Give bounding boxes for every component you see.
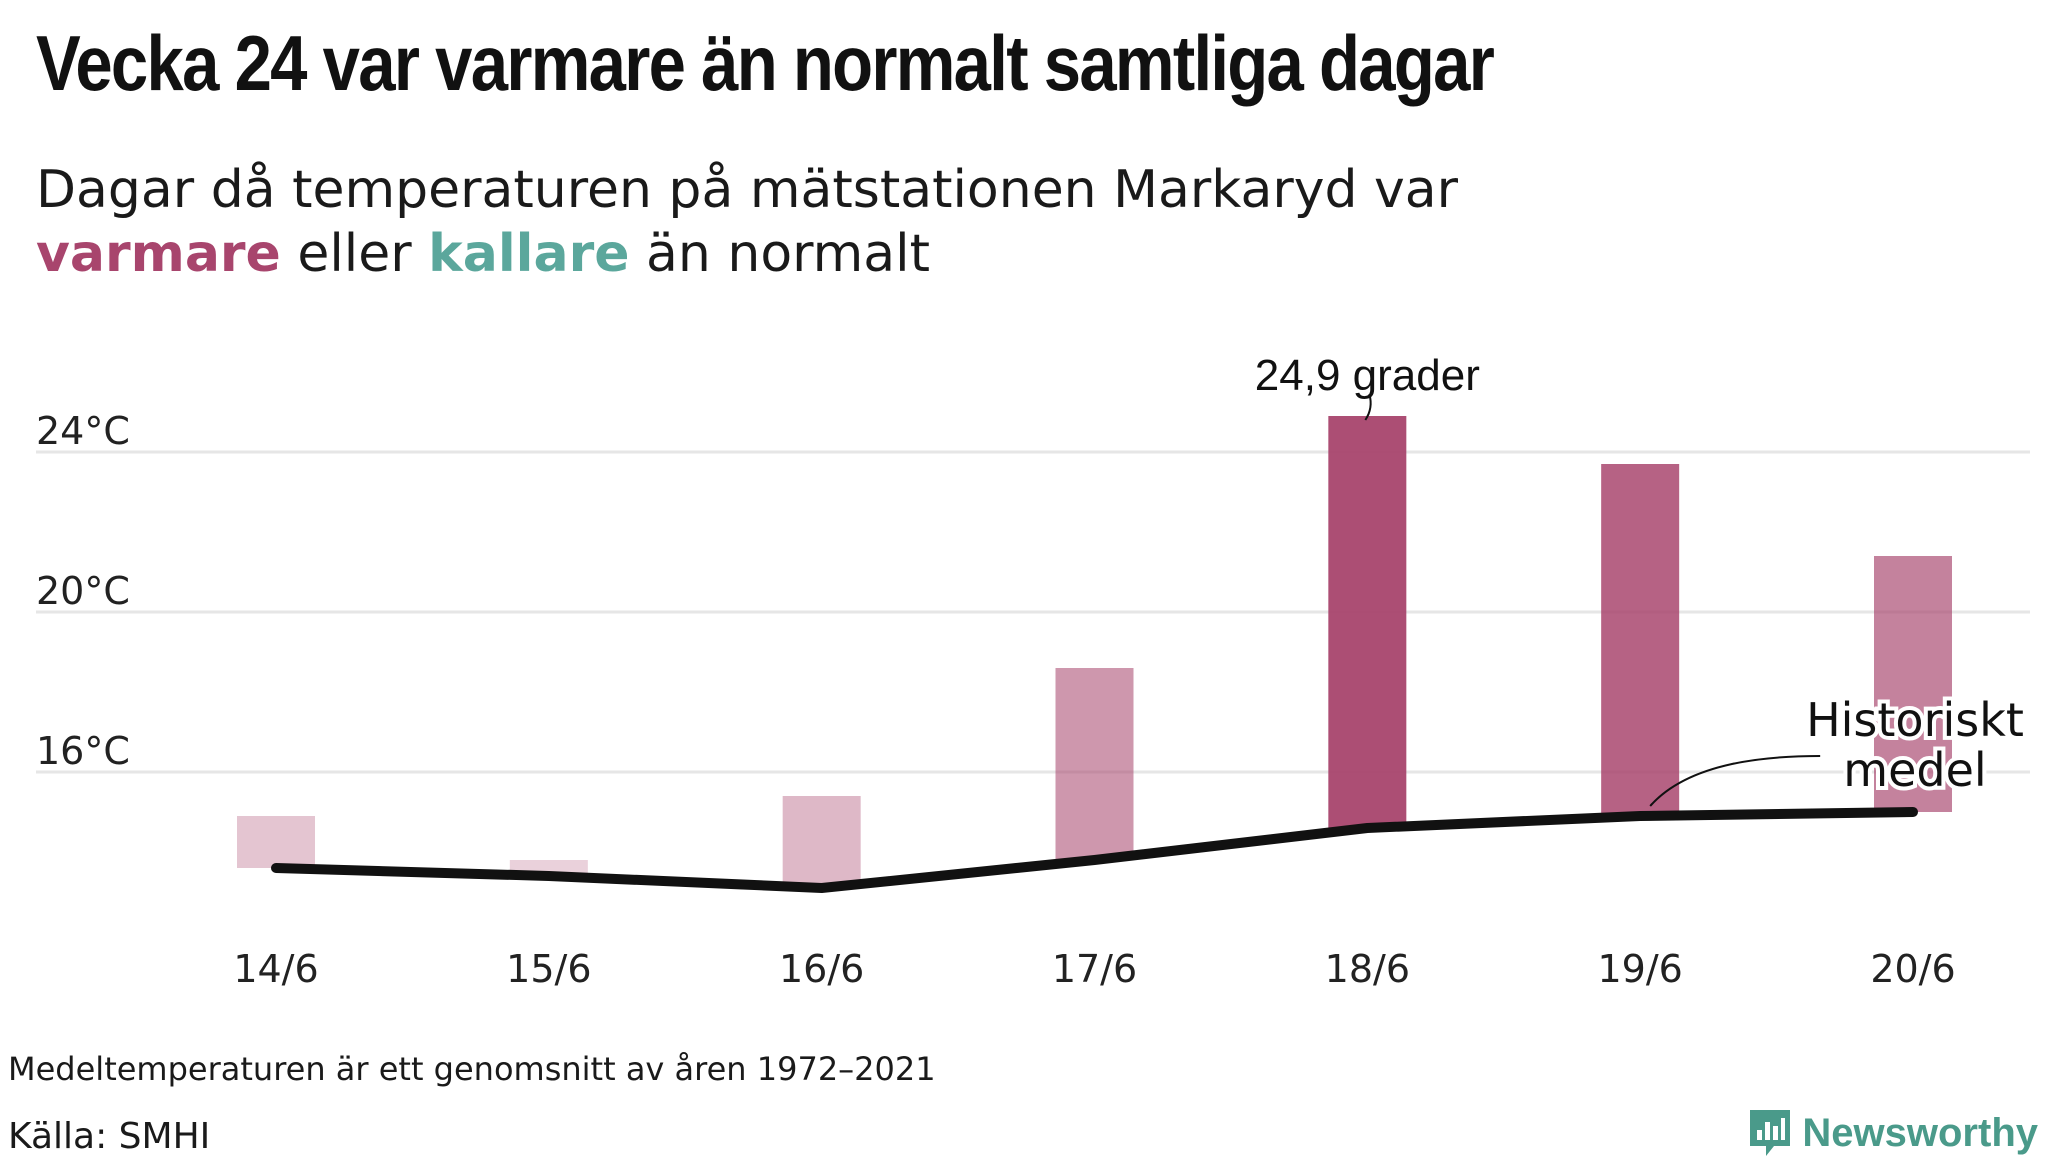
chart-title: Vecka 24 var varmare än normalt samtliga…: [36, 19, 1495, 107]
subtitle-line-1: Dagar då temperaturen på mätstationen Ma…: [36, 160, 1459, 220]
x-tick-label-14-6: 14/6: [233, 947, 318, 991]
source-credit: Källa: SMHI: [8, 1116, 211, 1157]
x-tick-label-19-6: 19/6: [1597, 947, 1682, 991]
mean-annotation-line-1: Historiskt: [1806, 693, 2024, 747]
x-tick-label-18-6: 18/6: [1325, 947, 1410, 991]
newsworthy-logo-icon: [1750, 1110, 1791, 1156]
y-tick-label-20: 20°C: [36, 569, 130, 613]
subtitle-cold-word: kallare: [428, 224, 630, 284]
x-tick-label-17-6: 17/6: [1052, 947, 1137, 991]
historical-mean-line: [271, 807, 1918, 893]
bar-14-6: [237, 816, 315, 868]
bar-19-6: [1601, 464, 1680, 816]
mean-annotation-leader: [1649, 755, 1821, 807]
y-tick-label-16: 16°C: [36, 729, 130, 773]
subtitle-line-2: varmare eller kallare än normalt: [36, 222, 1458, 286]
brand-name: Newsworthy: [1802, 1110, 2038, 1155]
x-tick-label-20-6: 20/6: [1870, 947, 1955, 991]
bar-20-6: [1874, 556, 1952, 812]
x-tick-label-16-6: 16/6: [779, 947, 864, 991]
chart-subtitle: Dagar då temperaturen på mätstationen Ma…: [36, 158, 1458, 286]
bar-16-6: [782, 796, 861, 888]
subtitle-mid-text: eller: [280, 224, 429, 284]
x-tick-label-15-6: 15/6: [506, 947, 591, 991]
brand-logo: Newsworthy: [1748, 1108, 2038, 1158]
mean-annotation-line-2: medel: [1843, 743, 1986, 797]
bar-18-6: [1328, 416, 1407, 828]
subtitle-end-text: än normalt: [629, 224, 930, 284]
max-value-annotation: 24,9 grader: [1255, 351, 1480, 400]
max-annotation-leader: [1364, 393, 1372, 421]
footnote: Medeltemperaturen är ett genomsnitt av å…: [8, 1050, 936, 1088]
bar-17-6: [1055, 668, 1134, 860]
y-tick-label-24: 24°C: [36, 409, 130, 453]
subtitle-warm-word: varmare: [36, 224, 281, 284]
